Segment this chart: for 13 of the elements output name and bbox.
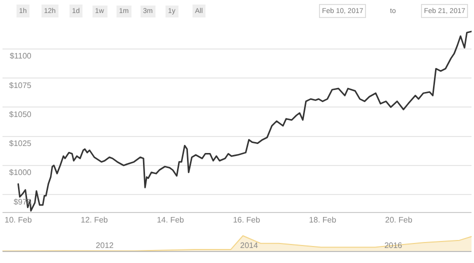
- x-tick-label: 14. Feb: [156, 216, 185, 225]
- x-tick-label: 2012: [96, 241, 114, 250]
- x-tick-label: 10. Feb: [4, 216, 32, 225]
- x-tick-label: 12. Feb: [80, 216, 108, 225]
- y-tick-label: $1050: [9, 110, 32, 119]
- x-tick-label: 16. Feb: [232, 216, 261, 225]
- y-tick-label: $1025: [9, 139, 32, 148]
- y-tick-label: $1000: [9, 168, 32, 178]
- y-tick-label: $1100: [10, 52, 32, 61]
- y-tick-label: $1075: [9, 80, 32, 90]
- x-tick-label: 18. Feb: [309, 216, 337, 225]
- x-tick-label: 20. Feb: [385, 216, 413, 225]
- x-tick-label: 2014: [240, 241, 258, 250]
